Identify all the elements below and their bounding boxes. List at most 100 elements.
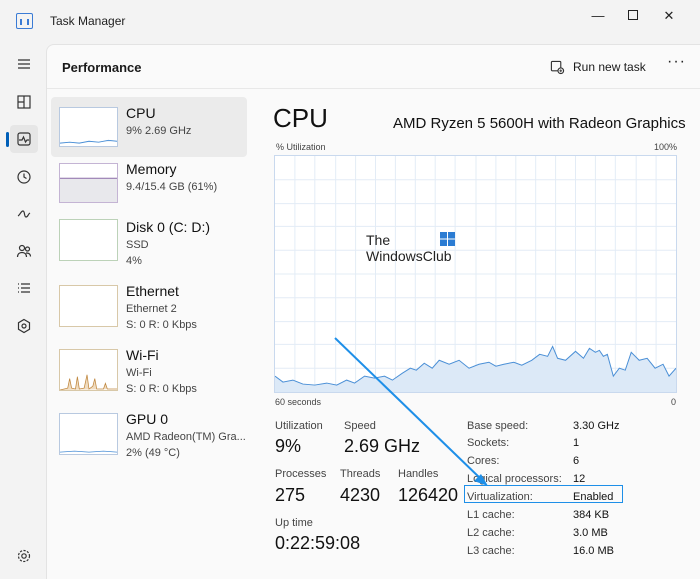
device-wifi[interactable]: Wi-Fi Wi-Fi S: 0 R: 0 Kbps	[51, 345, 247, 409]
utilization-label: Utilization	[275, 420, 323, 432]
startup-icon	[17, 210, 31, 218]
device-detail: 2% (49 °C)	[126, 447, 180, 459]
utilization-value: 9%	[275, 436, 302, 456]
device-memory[interactable]: Memory 9.4/15.4 GB (61%)	[51, 153, 247, 213]
performance-icon	[17, 132, 31, 146]
cpu-utilization-graph	[274, 155, 677, 393]
gear-icon	[17, 549, 31, 563]
watermark-line1: The	[366, 232, 391, 248]
watermark-line2: WindowsClub	[366, 248, 452, 264]
page-title: Performance	[62, 60, 142, 75]
device-list: CPU 9% 2.69 GHz Memory 9.4/15.4 GB (61%)…	[51, 97, 247, 473]
cpu-model: AMD Ryzen 5 5600H with Radeon Graphics	[393, 115, 686, 132]
spec-label: L3 cache:	[467, 545, 515, 557]
ethernet-thumbnail-graph	[59, 285, 118, 327]
processes-value: 275	[275, 485, 306, 505]
device-name: Disk 0 (C: D:)	[126, 219, 210, 235]
history-icon	[17, 170, 31, 184]
spec-value: 1	[573, 437, 580, 449]
spec-value: 16.0 MB	[573, 545, 614, 557]
device-gpu[interactable]: GPU 0 AMD Radeon(TM) Gra... 2% (49 °C)	[51, 409, 247, 473]
users-icon	[16, 244, 32, 258]
hamburger-menu-button[interactable]	[10, 50, 38, 78]
nav-rail	[0, 44, 46, 579]
maximize-icon	[628, 10, 638, 21]
spec-value: 6	[573, 455, 580, 467]
processes-label: Processes	[275, 468, 327, 480]
device-ethernet[interactable]: Ethernet Ethernet 2 S: 0 R: 0 Kbps	[51, 281, 247, 345]
device-name: CPU	[126, 105, 156, 121]
spec-value: 12	[573, 473, 586, 485]
detail-title: CPU	[273, 103, 328, 133]
device-detail: AMD Radeon(TM) Gra...	[126, 431, 246, 443]
close-button[interactable]: ✕	[663, 8, 675, 23]
nav-services[interactable]	[10, 312, 38, 340]
page-header: Performance Run new task ···	[47, 45, 700, 89]
device-detail: 9.4/15.4 GB (61%)	[126, 181, 218, 193]
device-detail: 9% 2.69 GHz	[126, 125, 192, 137]
wifi-thumbnail-graph	[59, 349, 118, 391]
speed-value: 2.69 GHz	[344, 436, 421, 456]
services-icon	[17, 318, 31, 334]
device-cpu[interactable]: CPU 9% 2.69 GHz	[51, 97, 247, 157]
spec-value: 384 KB	[573, 509, 610, 521]
spec-label: Sockets:	[467, 437, 510, 449]
processes-icon	[17, 95, 31, 109]
threads-value: 4230	[340, 485, 381, 505]
graph-x-label: 60 seconds	[275, 397, 322, 407]
device-detail: 4%	[126, 255, 142, 267]
device-detail: Wi-Fi	[126, 367, 152, 379]
watermark-logo-icon	[440, 232, 455, 246]
device-name: Memory	[126, 161, 177, 177]
spec-label: Logical processors:	[467, 473, 562, 485]
threads-label: Threads	[340, 468, 381, 480]
run-new-task-button[interactable]: Run new task	[550, 57, 646, 77]
nav-processes[interactable]	[10, 88, 38, 116]
device-detail: Ethernet 2	[126, 303, 177, 315]
nav-startup-apps[interactable]	[10, 200, 38, 228]
memory-thumbnail-graph	[59, 163, 118, 203]
gpu-thumbnail-graph	[59, 413, 118, 455]
virtualization-highlight-box	[464, 485, 623, 503]
watermark-text: The WindowsClub	[366, 232, 452, 264]
nav-app-history[interactable]	[10, 163, 38, 191]
device-name: GPU 0	[126, 411, 169, 427]
uptime-label: Up time	[275, 517, 313, 529]
nav-performance[interactable]	[6, 125, 38, 153]
nav-users[interactable]	[10, 237, 38, 265]
maximize-button[interactable]	[618, 6, 648, 26]
device-disk[interactable]: Disk 0 (C: D:) SSD 4%	[51, 213, 247, 281]
device-detail: SSD	[126, 239, 149, 251]
nav-details[interactable]	[10, 274, 38, 302]
spec-label: L1 cache:	[467, 509, 515, 521]
more-options-button[interactable]: ···	[667, 53, 686, 70]
run-task-icon	[550, 60, 565, 74]
spec-label: L2 cache:	[467, 527, 515, 539]
window-title: Task Manager	[50, 14, 126, 28]
handles-label: Handles	[398, 468, 439, 480]
graph-y-label: % Utilization	[276, 142, 326, 152]
nav-settings[interactable]	[10, 542, 38, 570]
run-new-task-label: Run new task	[573, 60, 646, 74]
device-name: Ethernet	[126, 283, 179, 299]
spec-value: 3.0 MB	[573, 527, 608, 539]
spec-value: Enabled	[573, 491, 614, 503]
graph-x-min: 0	[671, 397, 677, 407]
minimize-button[interactable]: —	[591, 8, 605, 23]
spec-label: Cores:	[467, 455, 500, 467]
task-manager-icon	[16, 13, 33, 29]
hamburger-icon	[18, 59, 30, 69]
uptime-value: 0:22:59:08	[275, 533, 361, 553]
main-panel: Performance Run new task ··· CPU 9% 2.69…	[46, 44, 700, 579]
spec-label: Base speed:	[467, 420, 529, 432]
graph-y-max: 100%	[654, 142, 678, 152]
details-list-icon	[18, 283, 30, 293]
cpu-thumbnail-graph	[59, 107, 118, 147]
device-detail: S: 0 R: 0 Kbps	[126, 319, 197, 331]
speed-label: Speed	[344, 420, 376, 432]
device-name: Wi-Fi	[126, 347, 159, 363]
device-detail: S: 0 R: 0 Kbps	[126, 383, 197, 395]
spec-label: Virtualization:	[467, 491, 533, 503]
disk-thumbnail-graph	[59, 219, 118, 261]
spec-value: 3.30 GHz	[573, 420, 620, 432]
